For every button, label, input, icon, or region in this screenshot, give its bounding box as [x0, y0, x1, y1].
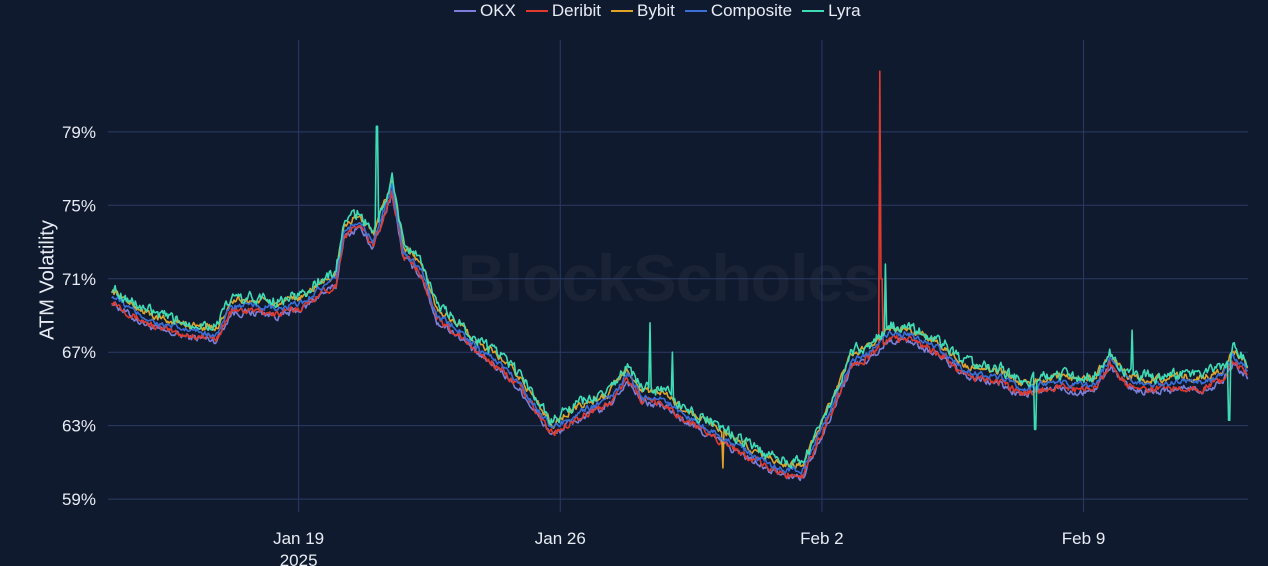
legend-label: Deribit: [551, 1, 602, 20]
legend-label: Bybit: [637, 1, 675, 20]
legend-swatch: [684, 10, 707, 12]
legend-swatch: [611, 10, 634, 12]
y-tick-label: 75%: [62, 196, 96, 215]
x-tick-label: Feb 9: [1062, 529, 1105, 548]
legend-swatch: [802, 10, 825, 12]
series-line-bybit: [110, 179, 1249, 469]
series-line-deribit: [111, 70, 1248, 479]
legend: OKX Deribit Bybit Composite Lyra: [454, 0, 861, 22]
series-line-lyra: [111, 125, 1249, 469]
x-tick-label: Jan 26: [535, 529, 586, 548]
y-tick-label: 67%: [62, 343, 96, 362]
legend-label: OKX: [480, 1, 516, 20]
legend-item-lyra[interactable]: Lyra: [802, 1, 861, 21]
y-tick-label: 71%: [62, 270, 96, 289]
grid-lines: [108, 40, 1248, 512]
y-tick-label: 79%: [62, 123, 96, 142]
legend-item-deribit[interactable]: Deribit: [525, 1, 602, 21]
legend-swatch: [525, 10, 548, 12]
x-tick-sublabel: 2025: [280, 551, 318, 566]
legend-item-composite[interactable]: Composite: [684, 1, 793, 21]
y-tick-label: 59%: [62, 490, 96, 509]
legend-label: Composite: [710, 1, 793, 20]
x-tick-label: Jan 19: [273, 529, 324, 548]
y-axis-label: ATM Volatility: [36, 220, 59, 340]
series-lines: [110, 70, 1249, 482]
series-line-composite: [111, 182, 1249, 475]
y-tick-label: 63%: [62, 417, 96, 436]
legend-item-okx[interactable]: OKX: [454, 1, 516, 21]
series-line-okx: [111, 191, 1249, 482]
legend-swatch: [454, 10, 476, 12]
x-tick-label: Feb 2: [800, 529, 843, 548]
legend-item-bybit[interactable]: Bybit: [611, 1, 675, 21]
legend-label: Lyra: [828, 1, 861, 20]
axis-ticks: 59% 63% 67% 71% 75% 79% Jan 19 2025 Jan 26 Feb 2 F…: [62, 123, 1105, 566]
